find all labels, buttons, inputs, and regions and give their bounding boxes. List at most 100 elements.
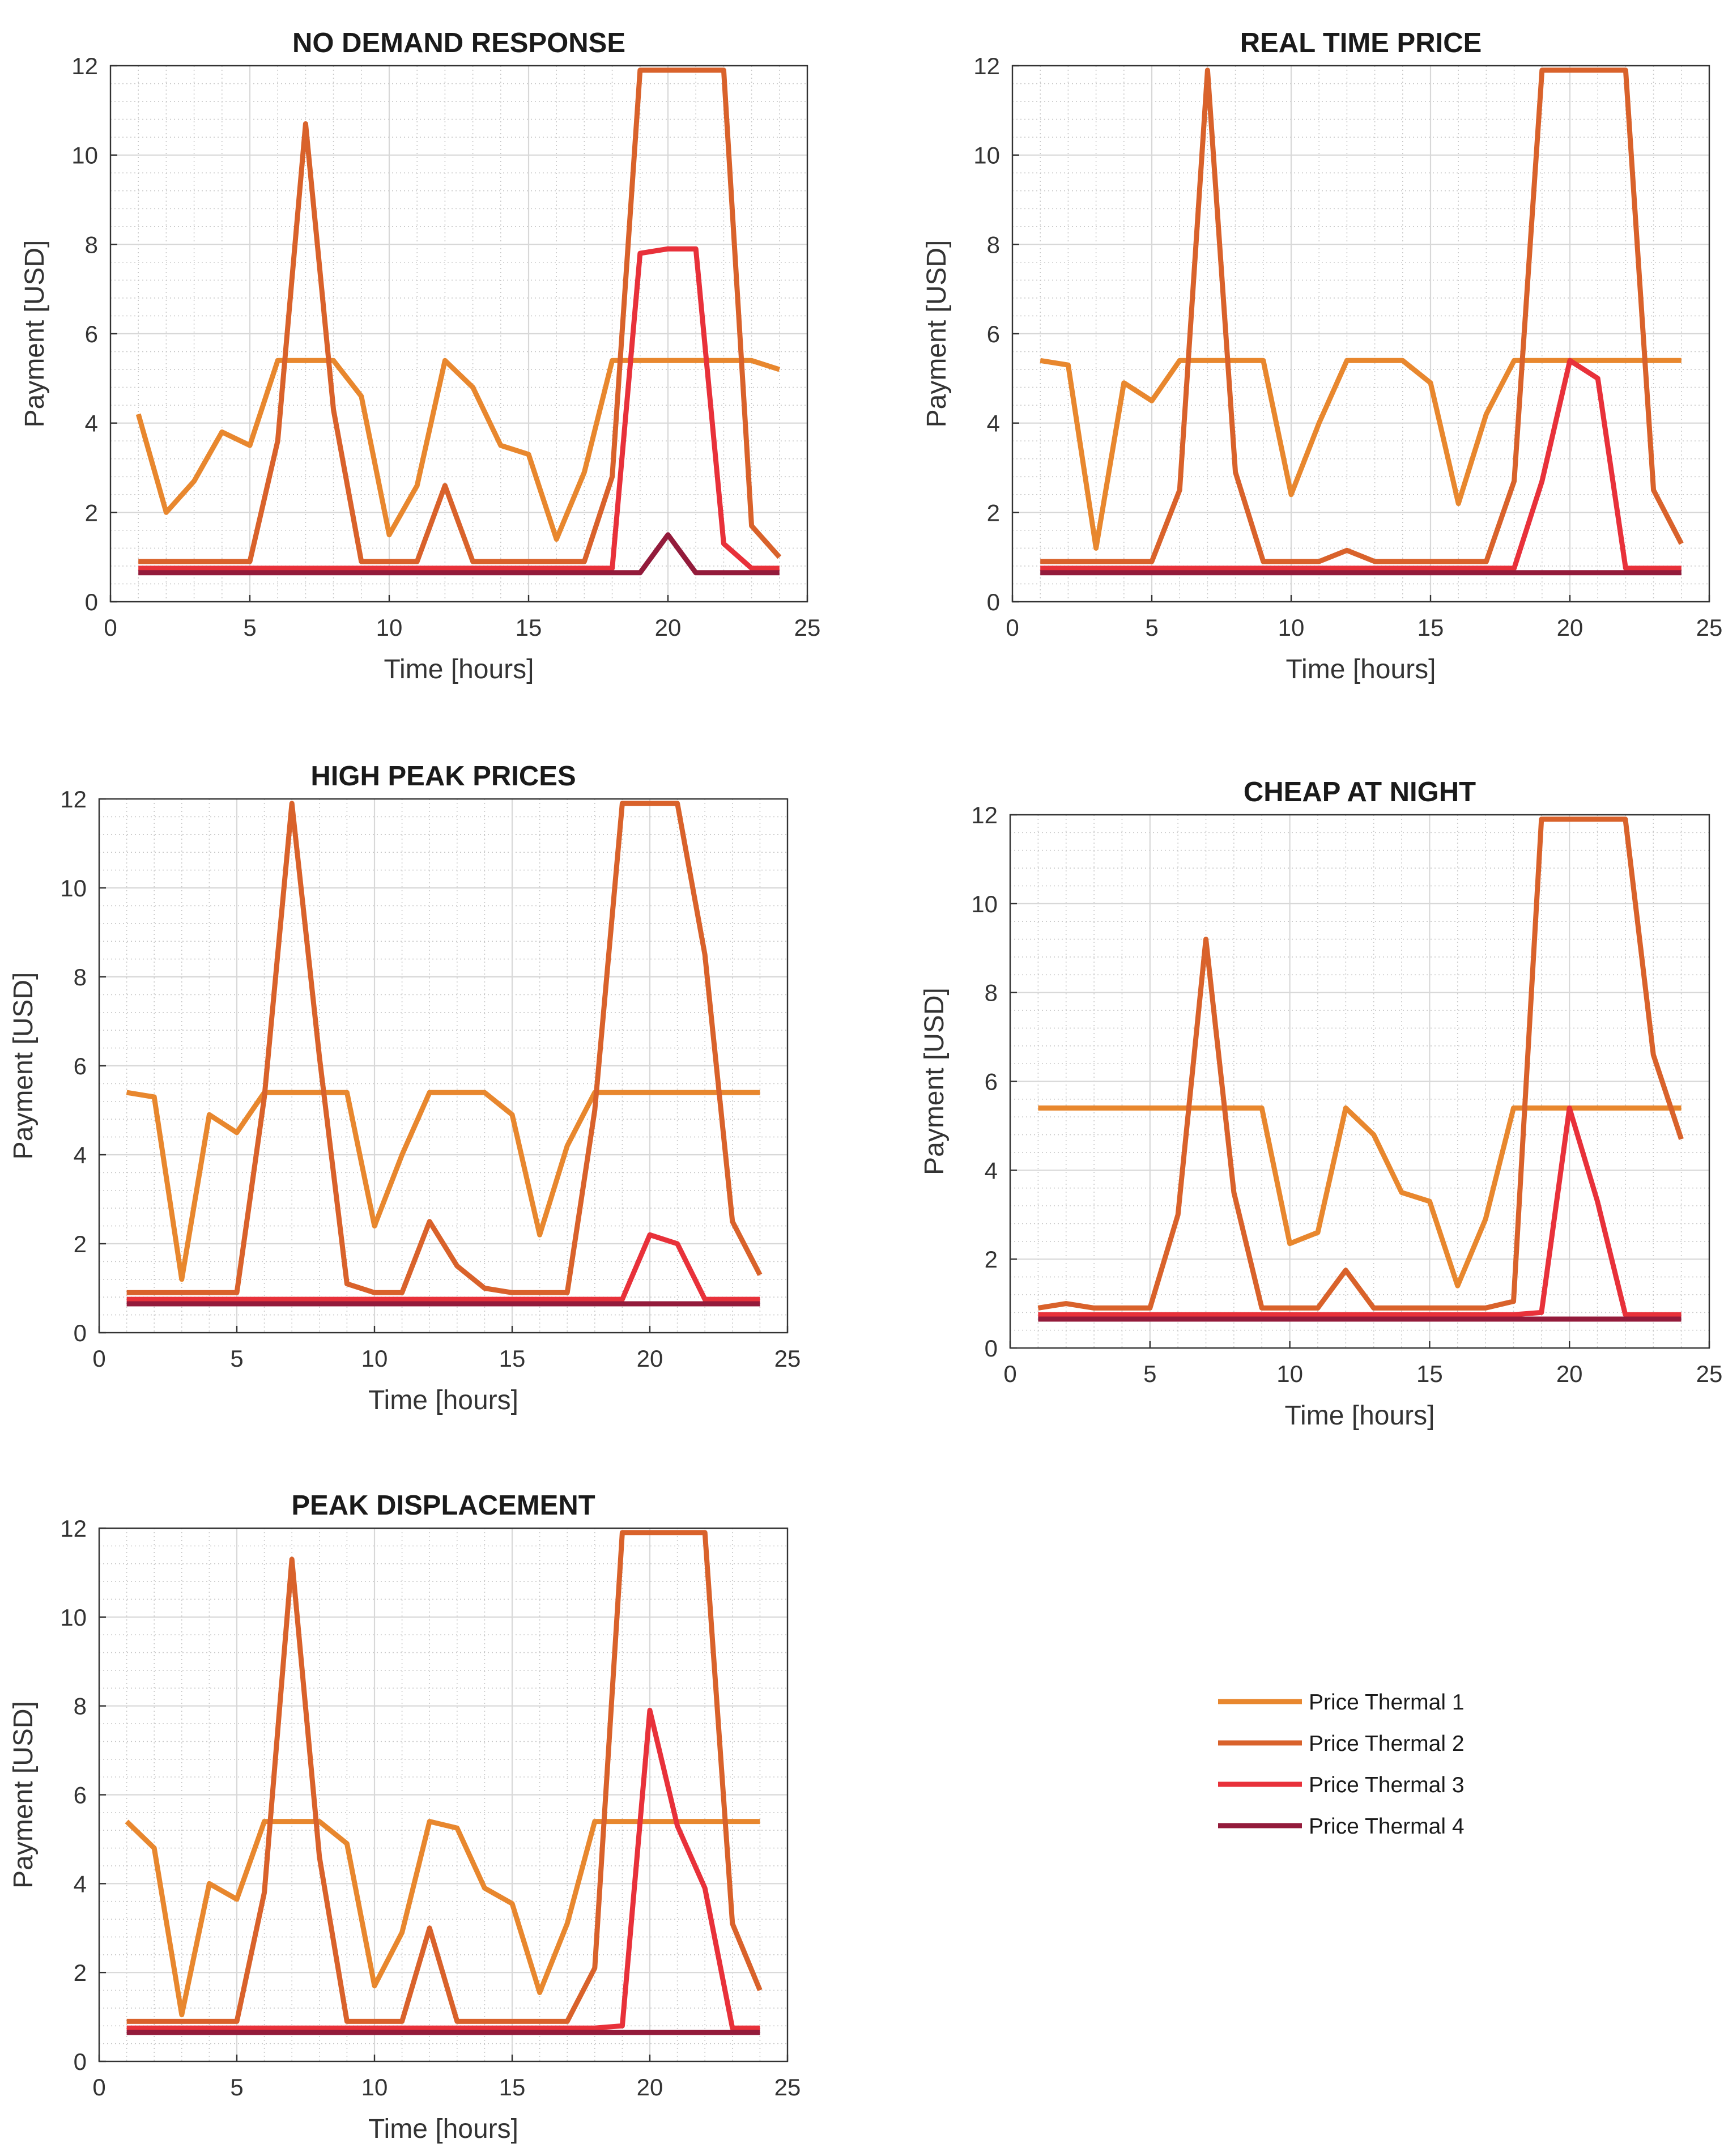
y-axis-label: Payment [USD]: [922, 240, 952, 428]
y-tick-label: 8: [85, 231, 98, 258]
plot-title: CHEAP AT NIGHT: [1244, 777, 1476, 807]
x-tick-label: 0: [104, 614, 117, 641]
series-line-thermal-1: [135, 358, 781, 542]
legend-label: Price Thermal 2: [1309, 1732, 1465, 1756]
series-line-thermal-1: [1038, 1105, 1682, 1289]
series-line-thermal-3: [1040, 358, 1682, 571]
x-tick-label: 20: [637, 2074, 663, 2100]
x-tick-label: 20: [637, 1345, 663, 1372]
plot-title: HIGH PEAK PRICES: [310, 761, 576, 792]
series-line-thermal-3: [126, 1708, 760, 2031]
y-tick-label: 10: [71, 142, 98, 169]
y-tick-label: 8: [987, 231, 1000, 258]
legend: Price Thermal 1 Price Thermal 2 Price Ther…: [1218, 1690, 1465, 1839]
series-line-thermal-4: [138, 532, 780, 576]
subplot-1: 0 5 10 15 20 25 0 2 4 6 8 10 12 NO DEMAND RESPONSE Tim…: [20, 28, 820, 684]
series-line-thermal-3: [126, 1232, 760, 1302]
y-axis-label: Payment [USD]: [8, 972, 39, 1160]
x-tick-label: 5: [1143, 1360, 1156, 1387]
y-axis-label: Payment [USD]: [8, 1701, 39, 1889]
series-line-thermal-2: [138, 67, 782, 564]
legend-item-thermal-4: Price Thermal 4: [1218, 1814, 1465, 1839]
y-tick-label: 10: [971, 891, 998, 917]
series-line-thermal-2: [126, 801, 763, 1295]
x-tick-label: 15: [499, 2074, 526, 2100]
y-tick-label: 0: [74, 2048, 87, 2075]
y-tick-label: 2: [85, 499, 98, 526]
series-line-thermal-2: [1037, 817, 1684, 1311]
plot-title: PEAK DISPLACEMENT: [291, 1490, 595, 1521]
legend-label: Price Thermal 4: [1309, 1814, 1465, 1839]
y-tick-label: 0: [85, 589, 98, 615]
plot-title: NO DEMAND RESPONSE: [292, 28, 625, 58]
x-tick-label: 0: [92, 2074, 105, 2100]
y-tick-label: 6: [85, 321, 98, 347]
x-tick-label: 25: [1696, 1360, 1723, 1387]
x-tick-label: 25: [774, 2074, 801, 2100]
x-tick-label: 25: [794, 614, 821, 641]
y-tick-label: 12: [60, 1515, 87, 1542]
x-axis-label: Time [hours]: [368, 2114, 518, 2144]
x-tick-label: 25: [774, 1345, 801, 1372]
y-tick-label: 12: [71, 53, 98, 79]
x-axis-label: Time [hours]: [1285, 1401, 1435, 1431]
x-tick-label: 15: [516, 614, 542, 641]
minor-grid: [110, 66, 807, 602]
x-tick-label: 10: [1276, 1360, 1303, 1387]
y-tick-label: 6: [985, 1069, 998, 1095]
y-axis-label: Payment [USD]: [20, 240, 50, 428]
y-tick-label: 6: [987, 321, 1000, 347]
plot-title: REAL TIME PRICE: [1240, 28, 1482, 58]
subplot-3: 0 5 10 15 20 25 0 2 4 6 8 10 12 HIGH PEAK PRICES Time …: [8, 761, 801, 1415]
x-tick-label: 25: [1696, 614, 1723, 641]
x-tick-label: 5: [230, 2074, 243, 2100]
series-line-thermal-3: [138, 246, 780, 571]
y-tick-label: 2: [985, 1246, 998, 1273]
y-tick-label: 12: [973, 53, 1000, 79]
series-line-thermal-1: [125, 1819, 760, 2018]
subplot-2: 0 5 10 15 20 25 0 2 4 6 8 10 12 REAL TIME PRICE Time […: [922, 28, 1722, 684]
subplot-4: 0 5 10 15 20 25 0 2 4 6 8 10 12 CHEAP AT NIGHT Time [h…: [920, 777, 1722, 1431]
x-tick-label: 15: [1416, 1360, 1443, 1387]
y-tick-label: 6: [74, 1053, 87, 1079]
x-tick-label: 15: [499, 1345, 526, 1372]
x-tick-label: 0: [1003, 1360, 1016, 1387]
series-line-thermal-1: [126, 1090, 760, 1282]
legend-label: Price Thermal 1: [1309, 1690, 1465, 1715]
x-tick-label: 15: [1417, 614, 1444, 641]
y-tick-label: 2: [74, 1959, 87, 1986]
x-tick-label: 0: [92, 1345, 105, 1372]
y-tick-label: 6: [74, 1782, 87, 1809]
y-tick-label: 8: [74, 1693, 87, 1720]
x-tick-label: 10: [376, 614, 403, 641]
series-line-thermal-2: [1040, 67, 1684, 564]
series-line-thermal-2: [126, 1530, 763, 2024]
legend-item-thermal-1: Price Thermal 1: [1218, 1690, 1465, 1715]
y-tick-label: 10: [973, 142, 1000, 169]
y-tick-label: 0: [74, 1320, 87, 1346]
x-tick-label: 20: [1556, 1360, 1583, 1387]
x-tick-label: 5: [230, 1345, 243, 1372]
legend-item-thermal-2: Price Thermal 2: [1218, 1732, 1465, 1756]
legend-label: Price Thermal 3: [1309, 1773, 1465, 1797]
x-tick-label: 20: [1557, 614, 1583, 641]
y-tick-label: 4: [985, 1157, 998, 1184]
y-tick-label: 0: [985, 1335, 998, 1362]
y-tick-label: 2: [987, 499, 1000, 526]
legend-item-thermal-3: Price Thermal 3: [1218, 1773, 1465, 1797]
x-axis-label: Time [hours]: [368, 1385, 518, 1415]
y-tick-label: 2: [74, 1231, 87, 1257]
y-tick-label: 4: [987, 410, 1000, 437]
y-tick-label: 12: [60, 786, 87, 813]
y-tick-label: 4: [74, 1142, 87, 1168]
x-axis-label: Time [hours]: [1286, 654, 1436, 684]
y-tick-label: 10: [60, 875, 87, 901]
y-tick-label: 4: [74, 1870, 87, 1897]
x-tick-label: 0: [1006, 614, 1019, 641]
y-tick-label: 8: [985, 980, 998, 1006]
x-tick-label: 10: [361, 2074, 388, 2100]
x-tick-label: 10: [1278, 614, 1305, 641]
x-tick-label: 10: [361, 1345, 388, 1372]
